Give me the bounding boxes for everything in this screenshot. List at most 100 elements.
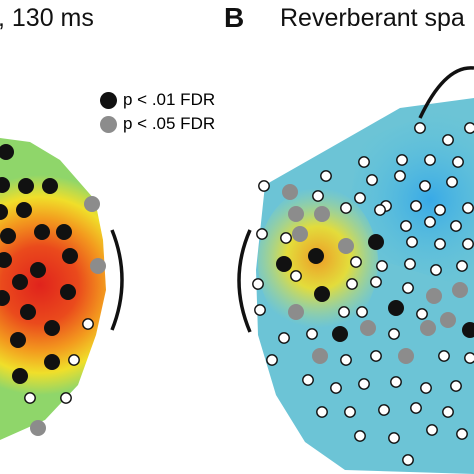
panel-b-nose-arc (418, 66, 474, 119)
panel-a-electrode-ns (82, 318, 94, 330)
panel-b-electrode-p05 (314, 206, 330, 222)
panel-b-electrode-ns (430, 264, 442, 276)
panel-b-electrode-ns (462, 238, 474, 250)
panel-b-electrode-ns (254, 304, 266, 316)
legend-label-p05: p < .05 FDR (123, 114, 216, 133)
panel-b-electrodes (252, 122, 474, 466)
panel-a-electrode-p01 (12, 368, 28, 384)
panel-b-electrode-p01 (368, 234, 384, 250)
legend-marker-black-dot (100, 91, 117, 109)
panel-b-electrode-ns (452, 156, 464, 168)
panel-a-electrode-p01 (0, 144, 14, 160)
panel-b-electrode-ns (330, 382, 342, 394)
panel-b-electrode-p01 (276, 256, 292, 272)
panel-b-electrode-p05 (420, 320, 436, 336)
panel-b-electrode-p05 (360, 320, 376, 336)
panel-b-electrode-ns (350, 256, 362, 268)
panel-b-electrode-ns (354, 430, 366, 442)
panel-a-electrode-p01 (10, 332, 26, 348)
panel-b-electrode-p05 (288, 206, 304, 222)
panel-a-electrode-p01 (18, 178, 34, 194)
panel-b-electrode-ns (402, 282, 414, 294)
panel-b-electrode-ns (394, 170, 406, 182)
panel-a-electrode-p01 (30, 262, 46, 278)
panel-b-electrode-ns (302, 374, 314, 386)
panel-b-electrode-ns (450, 220, 462, 232)
panel-a-electrode-p01 (44, 354, 60, 370)
panel-b-electrode-p05 (312, 348, 328, 364)
panel-b-electrode-ns (442, 134, 454, 146)
panel-b-electrode-ns (358, 378, 370, 390)
panel-b-ear-arc (237, 229, 252, 333)
panel-b-electrode-ns (404, 258, 416, 270)
panel-a-title: , 130 ms (0, 4, 94, 32)
panel-b-electrode-ns (306, 328, 318, 340)
panel-b-electrode-ns (252, 278, 264, 290)
panel-b-electrode-ns (410, 200, 422, 212)
panel-b-electrode-ns (258, 180, 270, 192)
panel-b-electrode-ns (400, 220, 412, 232)
panel-b-electrode-p05 (338, 238, 354, 254)
panel-b-electrode-ns (410, 402, 422, 414)
panel-b-electrode-ns (370, 276, 382, 288)
legend-marker-gray-dot (100, 115, 117, 133)
panel-b-electrode-ns (464, 122, 474, 134)
panel-b-electrode-ns (414, 122, 426, 134)
panel-b-electrode-ns (416, 308, 428, 320)
panel-b-electrode-ns (278, 332, 290, 344)
legend-label-p01: p < .01 FDR (123, 90, 216, 109)
panel-b-electrode-ns (266, 354, 278, 366)
panel-b-electrode-ns (316, 406, 328, 418)
panel-a-electrode-p05 (84, 196, 100, 212)
panel-b-electrode-ns (462, 202, 474, 214)
panel-a-electrode-p01 (0, 290, 10, 306)
panel-a-electrode-p01 (62, 248, 78, 264)
panel-a-electrode-p01 (0, 177, 10, 193)
panel-a-electrode-p01 (12, 274, 28, 290)
panel-b-electrode-ns (388, 328, 400, 340)
panel-b-scalp-map (237, 66, 474, 474)
panel-b-electrode-p05 (398, 348, 414, 364)
panel-b-electrode-ns (419, 180, 431, 192)
panel-b-electrode-ns (340, 354, 352, 366)
panel-a-electrode-p01 (0, 204, 8, 220)
panel-b-electrode-ns (340, 202, 352, 214)
panel-b-electrode-ns (434, 204, 446, 216)
panel-b-electrode-ns (338, 306, 350, 318)
panel-a-electrode-p01 (44, 320, 60, 336)
panel-b-electrode-p05 (440, 312, 456, 328)
panel-b-electrode-ns (390, 376, 402, 388)
panel-b-electrode-ns (280, 232, 292, 244)
panel-b-electrode-ns (256, 228, 268, 240)
panel-a-electrode-p01 (0, 252, 12, 268)
legend-item-p05: p < .05 FDR (100, 114, 215, 134)
panel-b-electrode-ns (438, 350, 450, 362)
panel-b-electrode-ns (420, 382, 432, 394)
panel-b-title: Reverberant spa (280, 4, 465, 32)
panel-a-electrode-p01 (20, 304, 36, 320)
panel-b-electrode-ns (370, 350, 382, 362)
panel-a-electrode-p01 (60, 284, 76, 300)
panel-a-scalp-map (0, 138, 124, 440)
panel-b-electrode-ns (406, 236, 418, 248)
panel-b-electrode-ns (320, 170, 332, 182)
panel-a-electrode-p05 (30, 420, 46, 436)
panel-b-electrode-p01 (308, 248, 324, 264)
panel-a-electrodes (0, 144, 106, 436)
panel-a-ear-arc (110, 229, 124, 331)
panel-b-electrode-ns (426, 424, 438, 436)
panel-b-electrode-ns (456, 428, 468, 440)
panel-a-electrode-ns (68, 354, 80, 366)
legend-item-p01: p < .01 FDR (100, 90, 215, 110)
panel-a-electrode-p05 (90, 258, 106, 274)
panel-b-label: B (224, 2, 245, 33)
panel-b-electrode-ns (456, 260, 468, 272)
panel-b-electrode-ns (450, 380, 462, 392)
panel-b-electrode-p05 (452, 282, 468, 298)
panel-b-electrode-ns (388, 432, 400, 444)
panel-b-electrode-ns (396, 154, 408, 166)
panel-b-electrode-ns (464, 352, 474, 364)
panel-b-electrode-p05 (292, 226, 308, 242)
panel-b-electrode-p01 (332, 326, 348, 342)
